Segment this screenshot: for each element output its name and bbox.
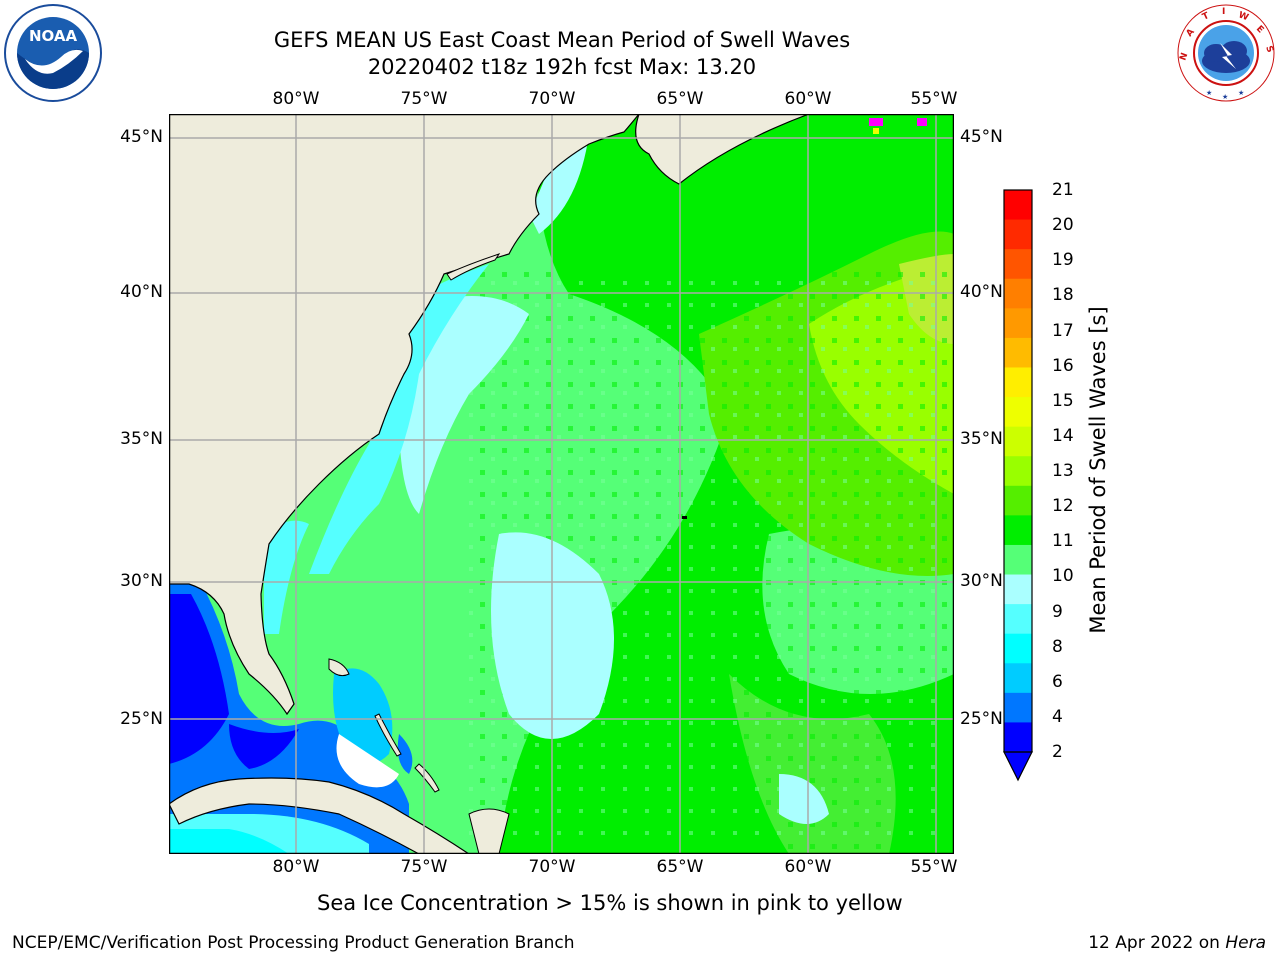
colorbar-tick-label: 2 [1052, 742, 1063, 762]
svg-text:★: ★ [1238, 89, 1244, 97]
colorbar-tick-label: 13 [1052, 461, 1074, 481]
chart-subtitle: 20220402 t18z 192h fcst Max: 13.20 [367, 55, 757, 79]
colorbar-cell [1004, 544, 1032, 576]
graticule [169, 114, 954, 854]
colorbar-cell [1004, 426, 1032, 457]
colorbar-cell [1004, 515, 1032, 546]
lon-label-top: 55°W [910, 89, 958, 109]
land-north-america [169, 114, 640, 716]
lon-label-bottom: 65°W [656, 857, 704, 877]
colorbar-cell [1004, 397, 1032, 428]
lat-label-right: 30°N [960, 571, 1003, 591]
lat-label-right: 45°N [960, 127, 1003, 147]
sea-ice-pixel [917, 118, 927, 126]
colorbar-cell [1004, 308, 1032, 339]
land-nova-scotia [635, 114, 810, 185]
lon-label-top: 80°W [272, 89, 320, 109]
colorbar [1003, 189, 1033, 782]
colorbar-cell [1004, 663, 1032, 694]
colorbar-title: Mean Period of Swell Waves [s] [1086, 306, 1110, 634]
colorbar-tick-label: 6 [1052, 671, 1063, 692]
period-band-6-8 [309, 264, 489, 574]
lon-label-top: 75°W [400, 89, 448, 109]
chart-title: GEFS MEAN US East Coast Mean Period of S… [273, 28, 851, 52]
footer-host: Hera [1225, 933, 1266, 953]
lat-label-left: 30°N [120, 571, 163, 591]
colorbar-tick-label: 4 [1052, 706, 1063, 727]
colorbar-cell [1004, 367, 1032, 398]
lon-label-top: 65°W [656, 89, 704, 109]
colorbar-cell [1004, 604, 1032, 635]
colorbar-cell [1004, 722, 1032, 753]
svg-text:★: ★ [1206, 89, 1212, 97]
lon-label-bottom: 60°W [784, 857, 832, 877]
colorbar-cell [1004, 337, 1032, 368]
lon-label-bottom: 70°W [528, 857, 576, 877]
colorbar-tick-label: 9 [1052, 601, 1063, 622]
land-bahamas [328, 658, 350, 677]
colorbar-tick-label: 12 [1052, 496, 1074, 517]
noaa-logo-text: NOAA [29, 27, 78, 45]
footer-date: 12 Apr 2022 on Hera [1088, 933, 1266, 953]
lat-label-left: 25°N [120, 709, 163, 729]
lat-label-right: 25°N [960, 709, 1003, 729]
colorbar-cell [1004, 278, 1032, 309]
lat-label-left: 40°N [120, 282, 163, 302]
lat-label-right: 35°N [960, 429, 1003, 449]
colorbar-cell [1004, 456, 1032, 487]
svg-text:T: T [1201, 11, 1212, 23]
colorbar-cell [1004, 219, 1032, 250]
colorbar-tick-label: 10 [1052, 566, 1074, 587]
svg-text:★: ★ [1222, 93, 1228, 101]
svg-text:W: W [1237, 10, 1250, 23]
colorbar-tick-label: 20 [1052, 215, 1074, 236]
lon-label-top: 70°W [528, 89, 576, 109]
land-cuba [169, 777, 471, 854]
colorbar-cell [1004, 633, 1032, 664]
lon-label-bottom: 80°W [272, 857, 320, 877]
colorbar-tick-label: 21 [1052, 180, 1074, 200]
svg-text:N: N [1178, 52, 1190, 63]
lat-label-left: 45°N [120, 127, 163, 147]
colorbar-cell [1004, 574, 1032, 605]
sea-ice-pixel [873, 128, 879, 134]
lat-label-left: 35°N [120, 429, 163, 449]
colorbar-cell [1004, 485, 1032, 516]
colorbar-cell [1004, 190, 1032, 221]
footer-credit: NCEP/EMC/Verification Post Processing Pr… [12, 933, 575, 953]
colorbar-tick-label: 8 [1052, 636, 1063, 657]
colorbar-cell [1004, 692, 1032, 723]
sea-ice-note: Sea Ice Concentration > 15% is shown in … [317, 891, 903, 915]
colorbar-tick-label: 17 [1052, 320, 1074, 341]
colorbar-tick-label: 14 [1052, 425, 1074, 446]
lon-label-bottom: 75°W [400, 857, 448, 877]
colorbar-tick-label: 16 [1052, 355, 1074, 376]
colorbar-tick-label: 11 [1052, 531, 1074, 552]
period-band-below-2 [169, 594, 229, 764]
colorbar-tick-label: 19 [1052, 250, 1074, 271]
swell-period-map [169, 114, 954, 854]
svg-text:A: A [1185, 27, 1197, 39]
sea-ice-pixel [869, 118, 883, 126]
nws-logo: N A T I W E S ★ ★ ★ [1177, 4, 1275, 102]
svg-text:E: E [1254, 24, 1265, 35]
colorbar-cell [1004, 249, 1032, 280]
colorbar-tick-label: 15 [1052, 390, 1074, 411]
lon-label-bottom: 55°W [910, 857, 958, 877]
footer-date-text: 12 Apr 2022 on [1088, 933, 1220, 953]
lon-label-top: 60°W [784, 89, 832, 109]
colorbar-tick-label: 18 [1052, 285, 1074, 306]
noaa-logo: NOAA [4, 4, 102, 102]
lat-label-right: 40°N [960, 282, 1003, 302]
svg-text:S: S [1263, 45, 1275, 55]
period-band-8-9 [399, 296, 529, 514]
svg-text:I: I [1222, 7, 1225, 17]
